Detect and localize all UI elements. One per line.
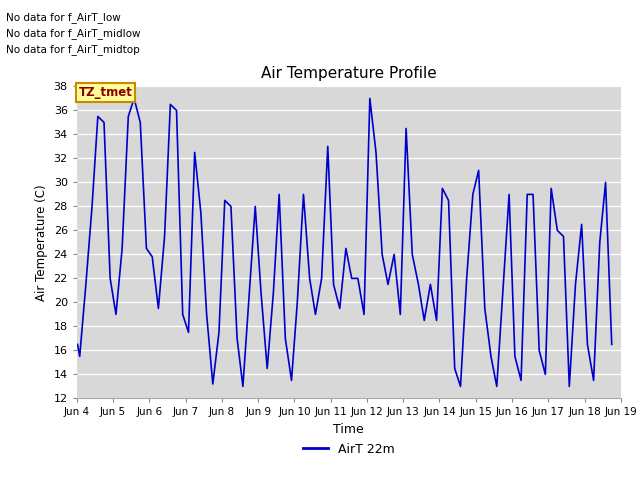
Legend: AirT 22m: AirT 22m	[298, 438, 399, 461]
Text: No data for f_AirT_midlow: No data for f_AirT_midlow	[6, 28, 141, 39]
Text: No data for f_AirT_midtop: No data for f_AirT_midtop	[6, 44, 140, 55]
Text: TZ_tmet: TZ_tmet	[79, 86, 132, 99]
X-axis label: Time: Time	[333, 423, 364, 436]
Title: Air Temperature Profile: Air Temperature Profile	[261, 66, 436, 81]
Text: No data for f_AirT_low: No data for f_AirT_low	[6, 12, 121, 23]
Y-axis label: Air Temperature (C): Air Temperature (C)	[35, 184, 48, 300]
